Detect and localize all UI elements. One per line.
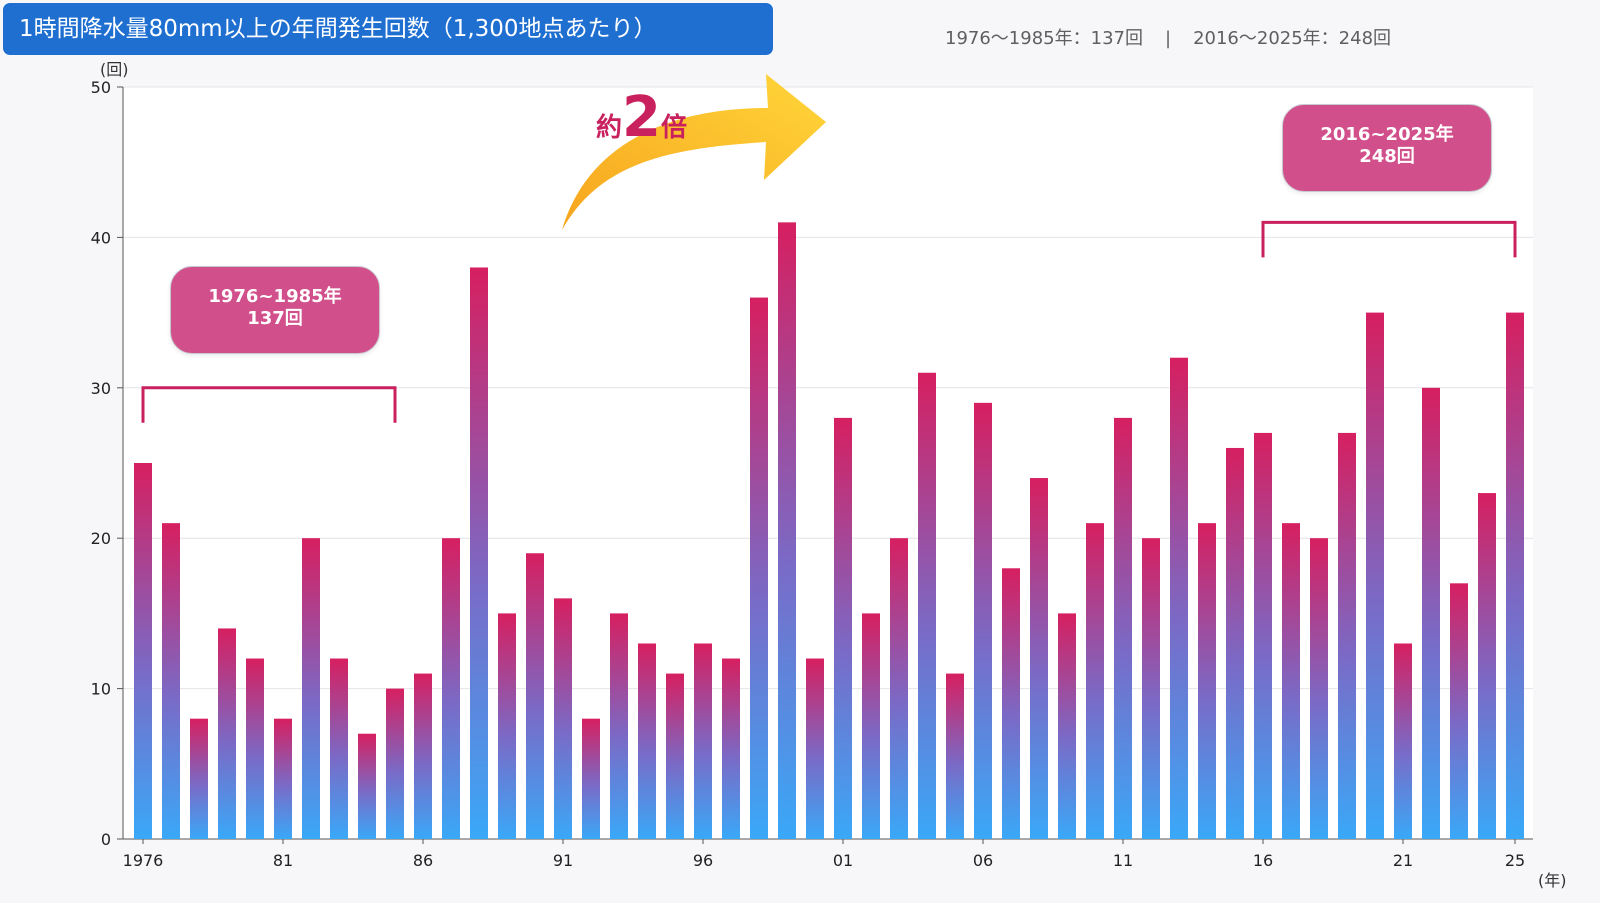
bar (274, 718, 292, 839)
bar (330, 658, 348, 839)
bar (218, 628, 236, 839)
bar (1478, 493, 1496, 839)
bar (862, 613, 880, 839)
summary-separator: | (1164, 28, 1172, 49)
bar (582, 718, 600, 839)
bar (1394, 643, 1412, 839)
x-tick-label: 01 (833, 851, 853, 870)
growth-arrow-icon (562, 74, 826, 230)
bar (386, 688, 404, 839)
summary-period-2: 2016〜2025年：248回 (1193, 28, 1392, 49)
bar (1254, 432, 1272, 839)
bar (610, 613, 628, 839)
bar (1226, 447, 1244, 839)
x-axis-unit: (年) (1538, 871, 1567, 890)
bar (694, 643, 712, 839)
bar (638, 643, 656, 839)
bar (190, 718, 208, 839)
bar (778, 222, 796, 840)
y-tick-label: 30 (91, 379, 111, 398)
bar (722, 658, 740, 839)
bar (1450, 583, 1468, 839)
x-tick-label: 11 (1113, 851, 1133, 870)
bar (470, 267, 488, 840)
period-summary: 1976〜1985年：137回 | 2016〜2025年：248回 (945, 24, 1391, 50)
bar (302, 538, 320, 839)
bar (442, 538, 460, 839)
bar (1310, 538, 1328, 839)
bar (806, 658, 824, 839)
bar (1086, 523, 1104, 839)
bar (946, 673, 964, 839)
bar (666, 673, 684, 839)
bar (526, 553, 544, 839)
bar (1002, 568, 1020, 839)
growth-suffix: 倍 (660, 113, 687, 143)
bar (834, 417, 852, 839)
period-2-callout: 2016~2025年 248回 (1282, 104, 1492, 192)
bar (974, 402, 992, 839)
y-tick-label: 40 (91, 228, 111, 247)
bar (1170, 357, 1188, 839)
bar (1506, 312, 1524, 840)
bar (134, 463, 152, 839)
y-tick-label: 50 (91, 78, 111, 97)
x-tick-label: 1976 (123, 851, 164, 870)
period-1-callout: 1976~1985年 137回 (170, 266, 380, 354)
bar (1142, 538, 1160, 839)
x-tick-label: 81 (273, 851, 293, 870)
x-tick-label: 25 (1505, 851, 1525, 870)
summary-period-1: 1976〜1985年：137回 (945, 28, 1143, 49)
growth-prefix: 約 (596, 113, 623, 143)
x-tick-label: 06 (973, 851, 993, 870)
bar (1198, 523, 1216, 839)
bar (358, 733, 376, 839)
bar (554, 598, 572, 839)
y-axis-unit: (回) (100, 60, 129, 79)
period-2-bracket (1261, 220, 1517, 258)
period-1-count: 137回 (247, 308, 303, 329)
bar (1338, 432, 1356, 839)
bar (890, 538, 908, 839)
period-2-label: 2016~2025年 (1320, 124, 1454, 145)
growth-label: 約2倍 (596, 90, 687, 146)
bar (1282, 523, 1300, 839)
x-tick-label: 91 (553, 851, 573, 870)
bar (1366, 312, 1384, 840)
period-1-bracket (141, 386, 397, 423)
bar (918, 372, 936, 839)
x-tick-label: 86 (413, 851, 433, 870)
x-tick-label: 96 (693, 851, 713, 870)
bar (750, 297, 768, 839)
x-tick-label: 16 (1253, 851, 1273, 870)
bar (1058, 613, 1076, 839)
y-tick-label: 20 (91, 529, 111, 548)
bar (1114, 417, 1132, 839)
x-tick-label: 21 (1393, 851, 1413, 870)
bar (414, 673, 432, 839)
period-2-count: 248回 (1359, 146, 1415, 167)
growth-number: 2 (622, 85, 661, 150)
period-1-label: 1976~1985年 (208, 286, 342, 307)
y-tick-label: 10 (91, 680, 111, 699)
bar (498, 613, 516, 839)
chart-title: 1時間降水量80mm以上の年間発生回数（1,300地点あたり） (3, 3, 773, 55)
bar (162, 523, 180, 839)
bar (1422, 387, 1440, 839)
bar (1030, 478, 1048, 839)
bar (246, 658, 264, 839)
y-tick-label: 0 (101, 830, 111, 849)
